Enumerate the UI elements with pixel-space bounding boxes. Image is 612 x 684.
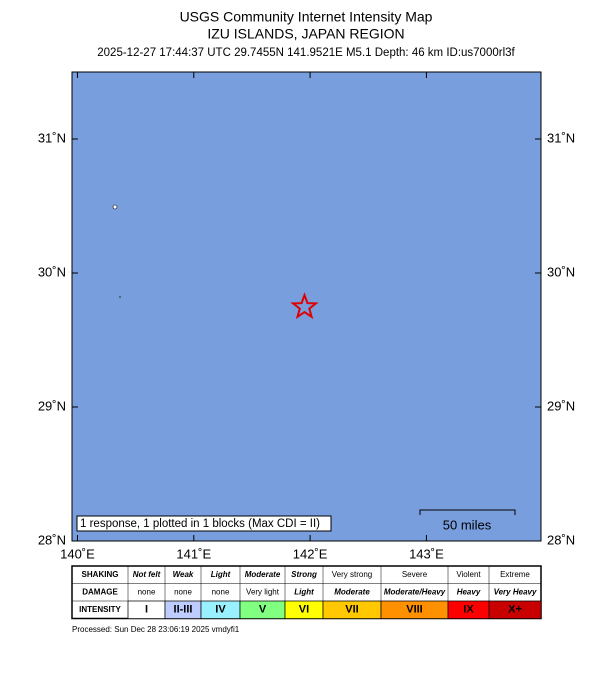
shaking: Very strong — [332, 570, 372, 579]
shaking: Moderate — [245, 570, 281, 579]
title: USGS Community Internet Intensity Map — [180, 9, 433, 25]
y-tick-label: 28˚N — [38, 532, 66, 547]
intensity: I — [145, 604, 148, 616]
epicenter — [290, 292, 319, 320]
y-tick-label: 30˚N — [547, 264, 575, 279]
scale-label: 50 miles — [443, 517, 492, 532]
note: 1 response, 1 plotted in 1 blocks (Max C… — [80, 518, 320, 530]
x-tick-label: 143˚E — [409, 546, 444, 561]
damage: Moderate/Heavy — [384, 587, 446, 596]
y-tick-label: 29˚N — [547, 398, 575, 413]
x-tick-label: 140˚E — [60, 546, 95, 561]
intensity: VIII — [406, 604, 423, 616]
intensity: II-III — [174, 604, 193, 616]
scale-bar — [419, 509, 516, 515]
shaking: Extreme — [500, 570, 530, 579]
intensity: IX — [463, 604, 474, 616]
y-tick-label: 31˚N — [38, 130, 66, 145]
damage: Heavy — [457, 587, 481, 596]
damage: Very light — [246, 587, 280, 596]
shaking: Weak — [173, 570, 194, 579]
note-box — [76, 515, 332, 532]
legend-row-label: DAMAGE — [82, 587, 118, 596]
legend-row-label: SHAKING — [82, 570, 119, 579]
damage: none — [212, 587, 230, 596]
island — [119, 296, 121, 298]
shaking: Severe — [402, 570, 428, 579]
region: IZU ISLANDS, JAPAN REGION — [207, 26, 404, 42]
y-tick-label: 31˚N — [547, 130, 575, 145]
island — [112, 204, 118, 210]
damage: none — [174, 587, 192, 596]
x-tick-label: 141˚E — [176, 546, 211, 561]
damage: Light — [294, 587, 314, 596]
shaking: Light — [211, 570, 231, 579]
y-tick-label: 29˚N — [38, 398, 66, 413]
legend-row-label: INTENSITY — [79, 605, 121, 614]
intensity: IV — [215, 604, 226, 616]
intensity: VI — [299, 604, 309, 616]
intensity: V — [259, 604, 267, 616]
x-tick-label: 142˚E — [293, 546, 328, 561]
damage: Very Heavy — [494, 587, 537, 596]
processed: Processed: Sun Dec 28 23:06:19 2025 vmdy… — [72, 625, 240, 634]
shaking: Violent — [456, 570, 481, 579]
shaking: Strong — [291, 570, 317, 579]
ocean — [71, 71, 542, 542]
intensity: VII — [345, 604, 358, 616]
damage: none — [138, 587, 156, 596]
y-tick-label: 28˚N — [547, 532, 575, 547]
shaking: Not felt — [133, 570, 161, 579]
damage: Moderate — [334, 587, 370, 596]
y-tick-label: 30˚N — [38, 264, 66, 279]
event-info: 2025-12-27 17:44:37 UTC 29.7455N 141.952… — [97, 47, 515, 59]
intensity: X+ — [508, 604, 522, 616]
